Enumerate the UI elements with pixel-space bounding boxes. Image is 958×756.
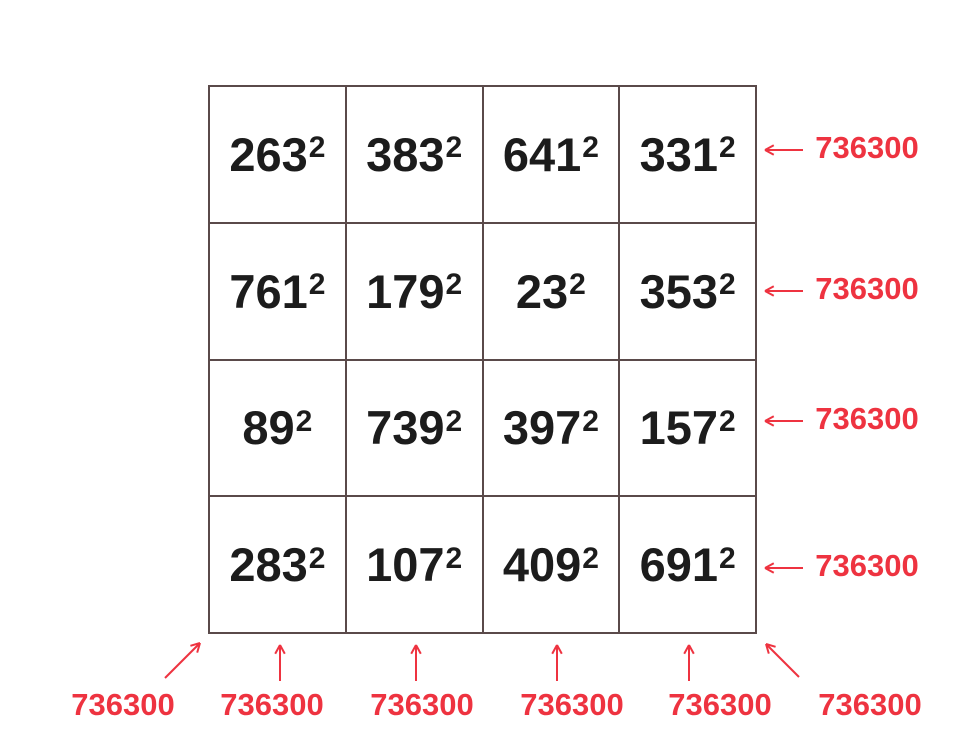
up-arrow-icon xyxy=(551,644,563,681)
cell-exponent: 2 xyxy=(445,268,463,302)
cell-exponent: 2 xyxy=(308,268,326,302)
cell-base: 107 xyxy=(366,538,445,592)
grid-cell: 383 2 xyxy=(345,86,483,223)
cell-base: 89 xyxy=(242,401,295,455)
cell-base: 23 xyxy=(515,264,569,318)
cell-exponent: 2 xyxy=(308,541,326,575)
column-sum-label: 736300 xyxy=(520,687,624,722)
row-sum-label: 736300 xyxy=(815,271,919,306)
up-arrow-icon xyxy=(410,644,422,681)
up-arrow-icon xyxy=(274,644,286,681)
cell-base: 383 xyxy=(366,127,445,181)
row-sum-label: 736300 xyxy=(815,548,919,583)
column-sum-label: 736300 xyxy=(220,687,324,722)
magic-square-grid: 263 2 383 2 641 2 331 2 761 2 179 2 23 2 353 2 89 2 739 2 39… xyxy=(208,85,757,634)
cell-exponent: 2 xyxy=(445,541,463,575)
cell-exponent: 2 xyxy=(445,131,463,165)
grid-cell: 179 2 xyxy=(345,222,483,360)
grid-cell: 107 2 xyxy=(345,496,483,633)
cell-base: 283 xyxy=(229,538,308,592)
row-sum-label: 736300 xyxy=(815,130,919,165)
cell-exponent: 2 xyxy=(445,404,463,438)
grid-cell: 409 2 xyxy=(482,496,620,633)
cell-base: 409 xyxy=(502,538,582,592)
grid-cell: 761 2 xyxy=(209,222,346,360)
up-arrow-icon xyxy=(683,644,695,681)
cell-base: 641 xyxy=(502,127,582,181)
column-sum-label: 736300 xyxy=(370,687,474,722)
cell-exponent: 2 xyxy=(582,541,599,575)
left-arrow-icon xyxy=(764,285,803,297)
grid-cell: 397 2 xyxy=(482,359,620,497)
cell-exponent: 2 xyxy=(718,541,736,575)
cell-base: 761 xyxy=(229,264,308,318)
cell-exponent: 2 xyxy=(718,131,736,165)
left-arrow-icon xyxy=(764,562,803,574)
grid-cell: 691 2 xyxy=(619,496,756,633)
grid-cell: 331 2 xyxy=(619,86,756,223)
left-arrow-icon xyxy=(764,415,803,427)
diagonal-arrow-icon xyxy=(164,642,201,679)
cell-exponent: 2 xyxy=(308,131,326,165)
column-sum-label: 736300 xyxy=(668,687,772,722)
cell-exponent: 2 xyxy=(582,131,599,165)
left-arrow-icon xyxy=(764,144,803,156)
diagonal-arrow-icon xyxy=(765,643,800,678)
cell-exponent: 2 xyxy=(295,404,313,438)
cell-exponent: 2 xyxy=(718,404,736,438)
row-sum-label: 736300 xyxy=(815,401,919,436)
grid-cell: 89 2 xyxy=(209,359,346,497)
diagonal-sum-label: 736300 xyxy=(71,687,175,722)
cell-exponent: 2 xyxy=(569,268,586,302)
diagonal-sum-label: 736300 xyxy=(818,687,922,722)
cell-base: 263 xyxy=(229,127,308,181)
cell-base: 691 xyxy=(639,538,718,592)
cell-base: 157 xyxy=(639,401,718,455)
cell-base: 179 xyxy=(366,264,445,318)
grid-cell: 23 2 xyxy=(482,222,620,360)
cell-exponent: 2 xyxy=(718,268,736,302)
grid-cell: 353 2 xyxy=(619,222,756,360)
cell-base: 739 xyxy=(366,401,445,455)
grid-cell: 641 2 xyxy=(482,86,620,223)
grid-cell: 263 2 xyxy=(209,86,346,223)
grid-cell: 157 2 xyxy=(619,359,756,497)
cell-exponent: 2 xyxy=(582,404,599,438)
grid-cell: 739 2 xyxy=(345,359,483,497)
grid-cell: 283 2 xyxy=(209,496,346,633)
cell-base: 331 xyxy=(639,127,718,181)
cell-base: 397 xyxy=(502,401,582,455)
cell-base: 353 xyxy=(639,264,718,318)
